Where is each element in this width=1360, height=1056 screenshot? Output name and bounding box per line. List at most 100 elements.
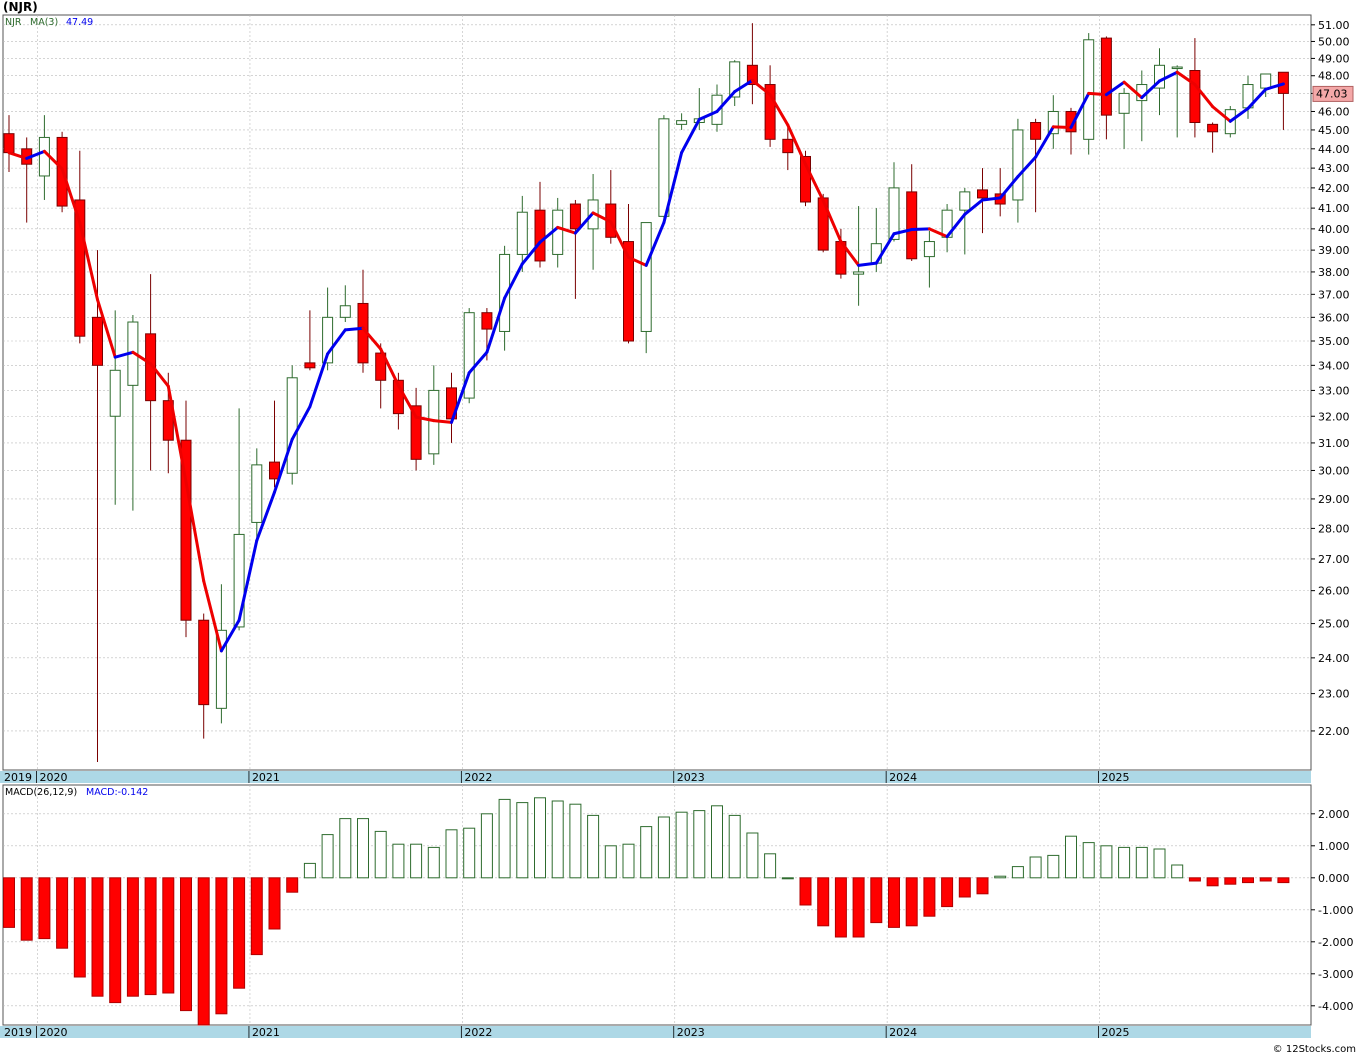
ma-segment (874, 232, 896, 265)
candle-body (180, 439, 192, 621)
chart-title: (NJR) (3, 0, 38, 14)
candle-body (304, 362, 316, 369)
candle (339, 285, 351, 323)
candle (1012, 118, 1024, 223)
ma-segment (1087, 91, 1108, 97)
candle-body (729, 61, 741, 98)
candle-body (1047, 110, 1059, 135)
ma-segment (113, 350, 135, 359)
candle (1065, 107, 1077, 155)
ma-segment (609, 220, 630, 259)
candle (800, 150, 811, 207)
macd-bar (91, 877, 104, 997)
ma-segment (945, 212, 967, 239)
candle-body (800, 155, 811, 203)
macd-bar (817, 877, 830, 927)
candle-body (1207, 123, 1219, 133)
macd-bar (1259, 877, 1272, 882)
candle-body (145, 333, 157, 402)
year-label: 2025 (1102, 1026, 1130, 1039)
candle-body (888, 187, 900, 240)
candle (923, 230, 935, 288)
y-tick-label: 39.00 (1318, 244, 1350, 257)
macd-bar (1277, 877, 1290, 884)
candle-body (1260, 73, 1272, 89)
candle (959, 187, 971, 255)
candle (623, 204, 634, 344)
macd-bar (321, 834, 334, 879)
candle-body (92, 316, 103, 366)
ma-segment (467, 350, 489, 375)
y-tick-label: 43.00 (1318, 162, 1350, 175)
macd-panel: 2.0001.0000.000-1.000-2.000-3.000-4.000 … (2, 784, 1353, 1026)
y-tick-label: 22.00 (1318, 725, 1350, 738)
ma-segment (644, 221, 666, 267)
ma-segment (237, 538, 259, 622)
candle (74, 150, 86, 344)
ma-segment (892, 228, 914, 236)
candle (782, 124, 794, 171)
macd-bar (1224, 877, 1237, 885)
ma-segment (910, 227, 931, 232)
macd-legend-value: MACD:-0.142 (86, 787, 148, 798)
candle (1207, 122, 1219, 153)
candle-body (923, 241, 935, 258)
ma-segment (1175, 70, 1197, 87)
macd-bar (3, 877, 15, 928)
candle (906, 164, 918, 261)
candle (410, 387, 422, 471)
ma-segment (432, 419, 453, 424)
candle (92, 250, 103, 763)
candle-body (1065, 110, 1077, 133)
candle-body (977, 189, 988, 199)
candle (640, 222, 652, 354)
candle-body (1012, 129, 1024, 201)
candle-body (198, 619, 210, 706)
y-tick-label: 45.00 (1318, 124, 1350, 137)
candle (286, 365, 298, 485)
candle (1171, 65, 1183, 138)
year-label: 2022 (464, 1026, 492, 1039)
macd-bars (3, 797, 1290, 1026)
macd-bar (73, 877, 86, 978)
y-tick-label: 29.00 (1318, 493, 1350, 506)
y-tick-label: 25.00 (1318, 618, 1350, 631)
year-label: 2019 (4, 1026, 32, 1039)
y-tick-label: 44.00 (1318, 143, 1350, 156)
macd-bar (1118, 846, 1131, 879)
macd-bar (427, 846, 440, 879)
macd-bar (126, 877, 139, 997)
legend-ma-name: MA(3) (30, 17, 58, 28)
y-tick-label: 30.00 (1318, 464, 1350, 477)
y-tick-label: 49.00 (1318, 52, 1350, 65)
ma-segment (750, 78, 772, 97)
macd-y-axis: 2.000 1.000 0.000 -1.000 -2.000 -3.000 -4.000 (1311, 808, 1353, 1013)
ma-segment (520, 240, 542, 266)
macd-bar (1011, 866, 1024, 879)
macd-bar (357, 818, 369, 879)
macd-bar (516, 802, 529, 879)
y-tick-label: 48.00 (1318, 70, 1350, 83)
ma-segment (96, 298, 117, 359)
ma-segment (60, 167, 82, 225)
macd-y-tick-label: 1.000 (1318, 840, 1350, 853)
candle-body (375, 352, 387, 381)
macd-bar (834, 877, 847, 938)
candle-body (463, 312, 475, 399)
macd-bar (799, 877, 812, 906)
macd-bar (303, 862, 316, 879)
candle (1100, 36, 1112, 140)
ma-segment (1193, 83, 1215, 109)
macd-bar (392, 843, 405, 879)
ma-segment (1122, 80, 1144, 100)
y-tick-label: 35.00 (1318, 335, 1350, 348)
ma-segment (573, 211, 595, 235)
candle (729, 60, 741, 107)
price-legend: NJR MA(3) 47.49 (5, 17, 93, 28)
macd-bar (339, 818, 352, 879)
macd-bar (463, 827, 476, 879)
ma-segment (680, 117, 701, 155)
ma-segment (821, 199, 843, 244)
y-tick-label: 32.00 (1318, 410, 1350, 423)
candle-body (410, 405, 422, 460)
